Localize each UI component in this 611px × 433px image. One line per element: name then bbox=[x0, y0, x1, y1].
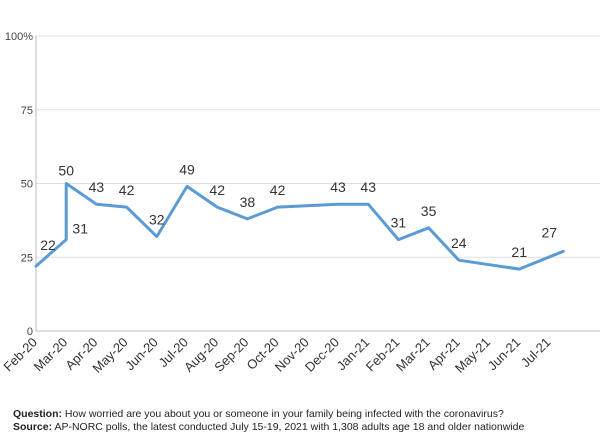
data-label: 43 bbox=[360, 179, 376, 195]
data-label: 42 bbox=[119, 182, 135, 198]
data-labels: 22 31 50 43 42 32 49 42 38 42 43 43 31 35 24 21 27 bbox=[40, 161, 557, 260]
x-tick-label: Jul-21 bbox=[518, 335, 554, 371]
y-axis-ticks: 0 25 50 75 100% bbox=[5, 31, 33, 338]
data-label: 42 bbox=[270, 182, 286, 198]
data-label: 22 bbox=[40, 237, 56, 253]
series-line bbox=[34, 182, 565, 271]
data-label: 27 bbox=[541, 224, 557, 240]
line-chart: 0 25 50 75 100% Feb-20Mar-20Apr-20May-20Jun-… bbox=[0, 31, 600, 376]
footer-question: Question: How worried are you about you … bbox=[13, 408, 607, 420]
y-tick-label: 50 bbox=[21, 179, 33, 191]
x-tick-label: Sep-20 bbox=[211, 335, 251, 375]
x-tick-label: Mar-20 bbox=[31, 335, 71, 375]
source-text: AP-NORC polls, the latest conducted July… bbox=[54, 421, 525, 433]
data-label: 38 bbox=[240, 194, 256, 210]
data-label: 31 bbox=[391, 215, 407, 231]
x-tick-label: Jun-20 bbox=[122, 335, 161, 374]
data-label: 35 bbox=[421, 203, 437, 219]
data-label: 31 bbox=[72, 221, 88, 237]
x-tick-label: Mar-21 bbox=[393, 335, 433, 375]
data-label: 32 bbox=[149, 212, 165, 228]
source-label: Source: bbox=[13, 421, 53, 433]
data-label: 49 bbox=[179, 161, 195, 177]
y-tick-label: 75 bbox=[21, 105, 33, 117]
data-label: 43 bbox=[330, 179, 346, 195]
data-label: 42 bbox=[209, 182, 225, 198]
data-label: 21 bbox=[511, 244, 527, 260]
data-label: 50 bbox=[58, 163, 74, 179]
data-label: 43 bbox=[89, 179, 105, 195]
x-tick-label: Dec-20 bbox=[302, 335, 342, 375]
footer-source: Source: AP-NORC polls, the latest conduc… bbox=[13, 421, 607, 433]
x-axis-ticks: Feb-20Mar-20Apr-20May-20Jun-20Jul-20Aug-… bbox=[0, 335, 553, 376]
y-tick-label: 0 bbox=[27, 326, 33, 338]
question-label: Question: bbox=[13, 408, 62, 420]
gridlines bbox=[35, 35, 600, 332]
data-label: 24 bbox=[451, 235, 467, 251]
y-tick-label: 25 bbox=[21, 252, 33, 264]
y-tick-label: 100% bbox=[5, 31, 33, 43]
x-tick-label: Jun-21 bbox=[485, 335, 524, 374]
question-text: How worried are you about you or someone… bbox=[64, 408, 504, 420]
